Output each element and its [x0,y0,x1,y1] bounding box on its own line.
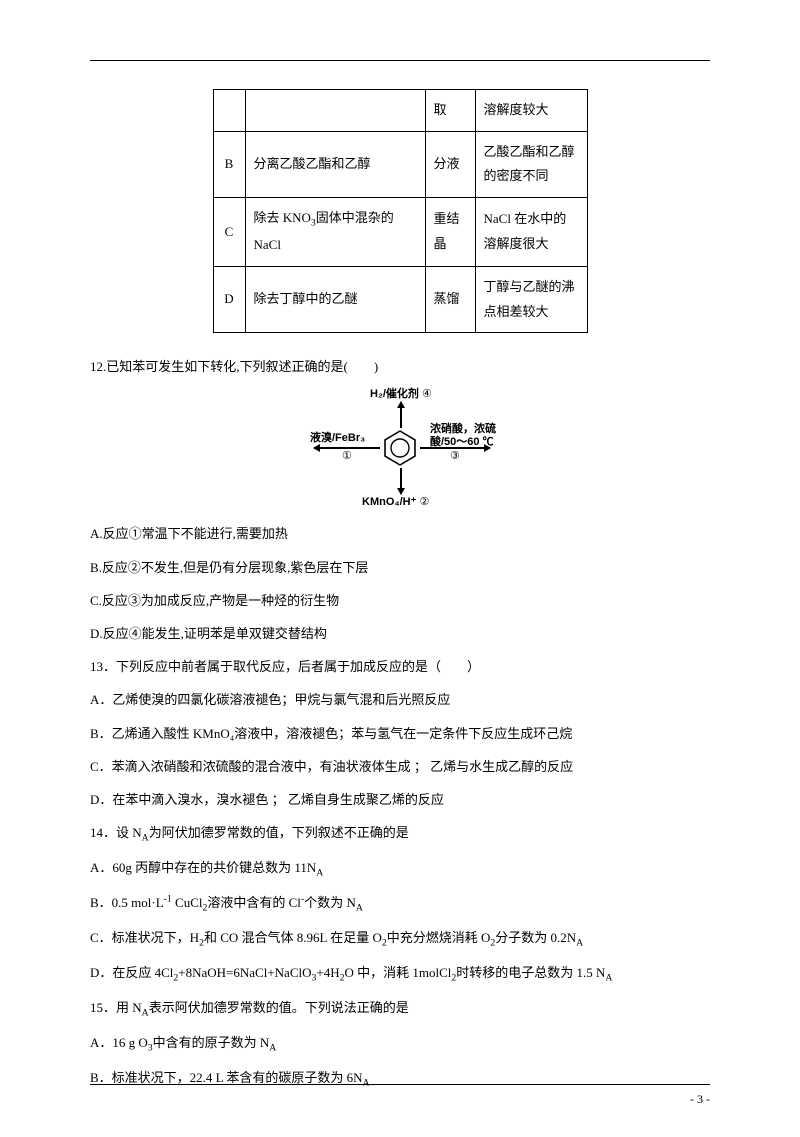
q12-B: B.反应②不发生,但是仍有分层现象,紫色层在下层 [90,552,710,583]
text: O 中，消耗 1molCl [344,965,451,980]
q14-B: B．0.5 mol·L-1 CuCl2溶液中含有的 Cl-个数为 NA [90,887,710,920]
text: 个数为 N [304,895,356,910]
top-rule [90,60,710,61]
cell: D [213,266,245,332]
text: 中充分燃烧消耗 O [387,930,491,945]
arrow-left [314,447,380,449]
text: 为阿伏加德罗常数的值，下列叙述不正确的是 [149,825,409,840]
text: B．0.5 mol·L [90,895,164,910]
table-row: 取 溶解度较大 [213,90,587,132]
cell: 取 [425,90,475,132]
q13-B: B．乙烯通入酸性 KMnO₄溶液中，溶液褪色；苯与氢气在一定条件下反应生成环己烷 [90,718,710,749]
text: 溶液中含有的 Cl [207,895,301,910]
cell: 蒸馏 [425,266,475,332]
methods-table: 取 溶解度较大 B 分离乙酸乙酯和乙醇 分液 乙酸乙酯和乙醇的密度不同 C 除去… [213,89,588,333]
q14-A: A．60g 丙醇中存在的共价键总数为 11NA [90,852,710,885]
text: 时转移的电子总数为 1.5 N [456,965,605,980]
q13-D: D．在苯中滴入溴水，溴水褪色 ； 乙烯自身生成聚乙烯的反应 [90,784,710,815]
page-number: - 3 - [690,1092,710,1107]
q12-A: A.反应①常温下不能进行,需要加热 [90,518,710,549]
q13-C: C．苯滴入浓硝酸和浓硫酸的混合液中，有油状液体生成 ； 乙烯与水生成乙醇的反应 [90,751,710,782]
text: +4H [316,965,339,980]
cell: NaCl 在水中的溶解度很大 [475,198,587,267]
cell: 分离乙酸乙酯和乙醇 [245,131,425,197]
text: 中含有的原子数为 N [153,1035,270,1050]
diagram-label: H₂/催化剂 ④ [370,388,432,402]
text: 和 CO 混合气体 8.96L 在足量 O [204,930,382,945]
arrow-up [400,402,402,428]
text: D．在反应 4Cl [90,965,173,980]
text: C．标准状况下，H [90,930,199,945]
cell: C [213,198,245,267]
diagram-label: KMnO₄/H⁺ ② [362,496,429,510]
cell: 乙酸乙酯和乙醇的密度不同 [475,131,587,197]
diagram-label: ③ [450,450,460,464]
text: +8NaOH=6NaCl+NaClO [178,965,311,980]
q15-B: B．标准状况下，22.4 L 苯含有的碳原子数为 6NA [90,1062,710,1095]
text: 14．设 N [90,825,142,840]
table-row: B 分离乙酸乙酯和乙醇 分液 乙酸乙酯和乙醇的密度不同 [213,131,587,197]
exam-page: 取 溶解度较大 B 分离乙酸乙酯和乙醇 分液 乙酸乙酯和乙醇的密度不同 C 除去… [0,0,800,1137]
q14-D: D．在反应 4Cl2+8NaOH=6NaCl+NaClO3+4H2O 中，消耗 … [90,957,710,990]
cell [213,90,245,132]
q15-A: A．16 g O3中含有的原子数为 NA [90,1027,710,1060]
footer-rule [90,1084,710,1085]
text: NaCl [254,237,281,252]
cell: 除去丁醇中的乙醚 [245,266,425,332]
text: 除去 KNO [254,210,311,225]
q13-A: A．乙烯使溴的四氯化碳溶液褪色；甲烷与氯气混和后光照反应 [90,684,710,715]
cell: 除去 KNO3固体中混杂的NaCl [245,198,425,267]
q14-stem: 14．设 NA为阿伏加德罗常数的值，下列叙述不正确的是 [90,817,710,850]
text: A．16 g O [90,1035,148,1050]
q15-stem: 15．用 NA表示阿伏加德罗常数的值。下列说法正确的是 [90,992,710,1025]
text: A．60g 丙醇中存在的共价键总数为 11N [90,860,316,875]
cell [245,90,425,132]
q12-stem: 12.已知苯可发生如下转化,下列叙述正确的是( ) [90,351,710,382]
text: 表示阿伏加德罗常数的值。下列说法正确的是 [149,1000,409,1015]
table-row: C 除去 KNO3固体中混杂的NaCl 重结晶 NaCl 在水中的溶解度很大 [213,198,587,267]
diagram-label: 液溴/FeBr₃ [310,432,365,446]
q14-C: C．标准状况下，H2和 CO 混合气体 8.96L 在足量 O2中充分燃烧消耗 … [90,922,710,955]
cell: B [213,131,245,197]
text: B．标准状况下，22.4 L 苯含有的碳原子数为 6N [90,1070,363,1085]
text: 15．用 N [90,1000,142,1015]
text: 分子数为 0.2N [495,930,576,945]
q13-stem: 13．下列反应中前者属于取代反应，后者属于加成反应的是（ ） [90,651,710,682]
benzene-icon [383,429,417,467]
cell: 溶解度较大 [475,90,587,132]
table-row: D 除去丁醇中的乙醚 蒸馏 丁醇与乙醚的沸点相差较大 [213,266,587,332]
arrow-down [400,468,402,494]
text: 固体中混杂的 [316,210,394,225]
benzene-diagram: H₂/催化剂 ④ KMnO₄/H⁺ ② 液溴/FeBr₃ ① 浓硝酸，浓硫 酸/… [270,388,530,508]
q12-D: D.反应④能发生,证明苯是单双键交替结构 [90,618,710,649]
q12-C: C.反应③为加成反应,产物是一种烃的衍生物 [90,585,710,616]
cell: 丁醇与乙醚的沸点相差较大 [475,266,587,332]
cell: 分液 [425,131,475,197]
cell: 重结晶 [425,198,475,267]
diagram-label: ① [342,450,352,464]
text: CuCl [175,895,202,910]
diagram-label: 酸/50～60 ℃ [430,436,494,450]
